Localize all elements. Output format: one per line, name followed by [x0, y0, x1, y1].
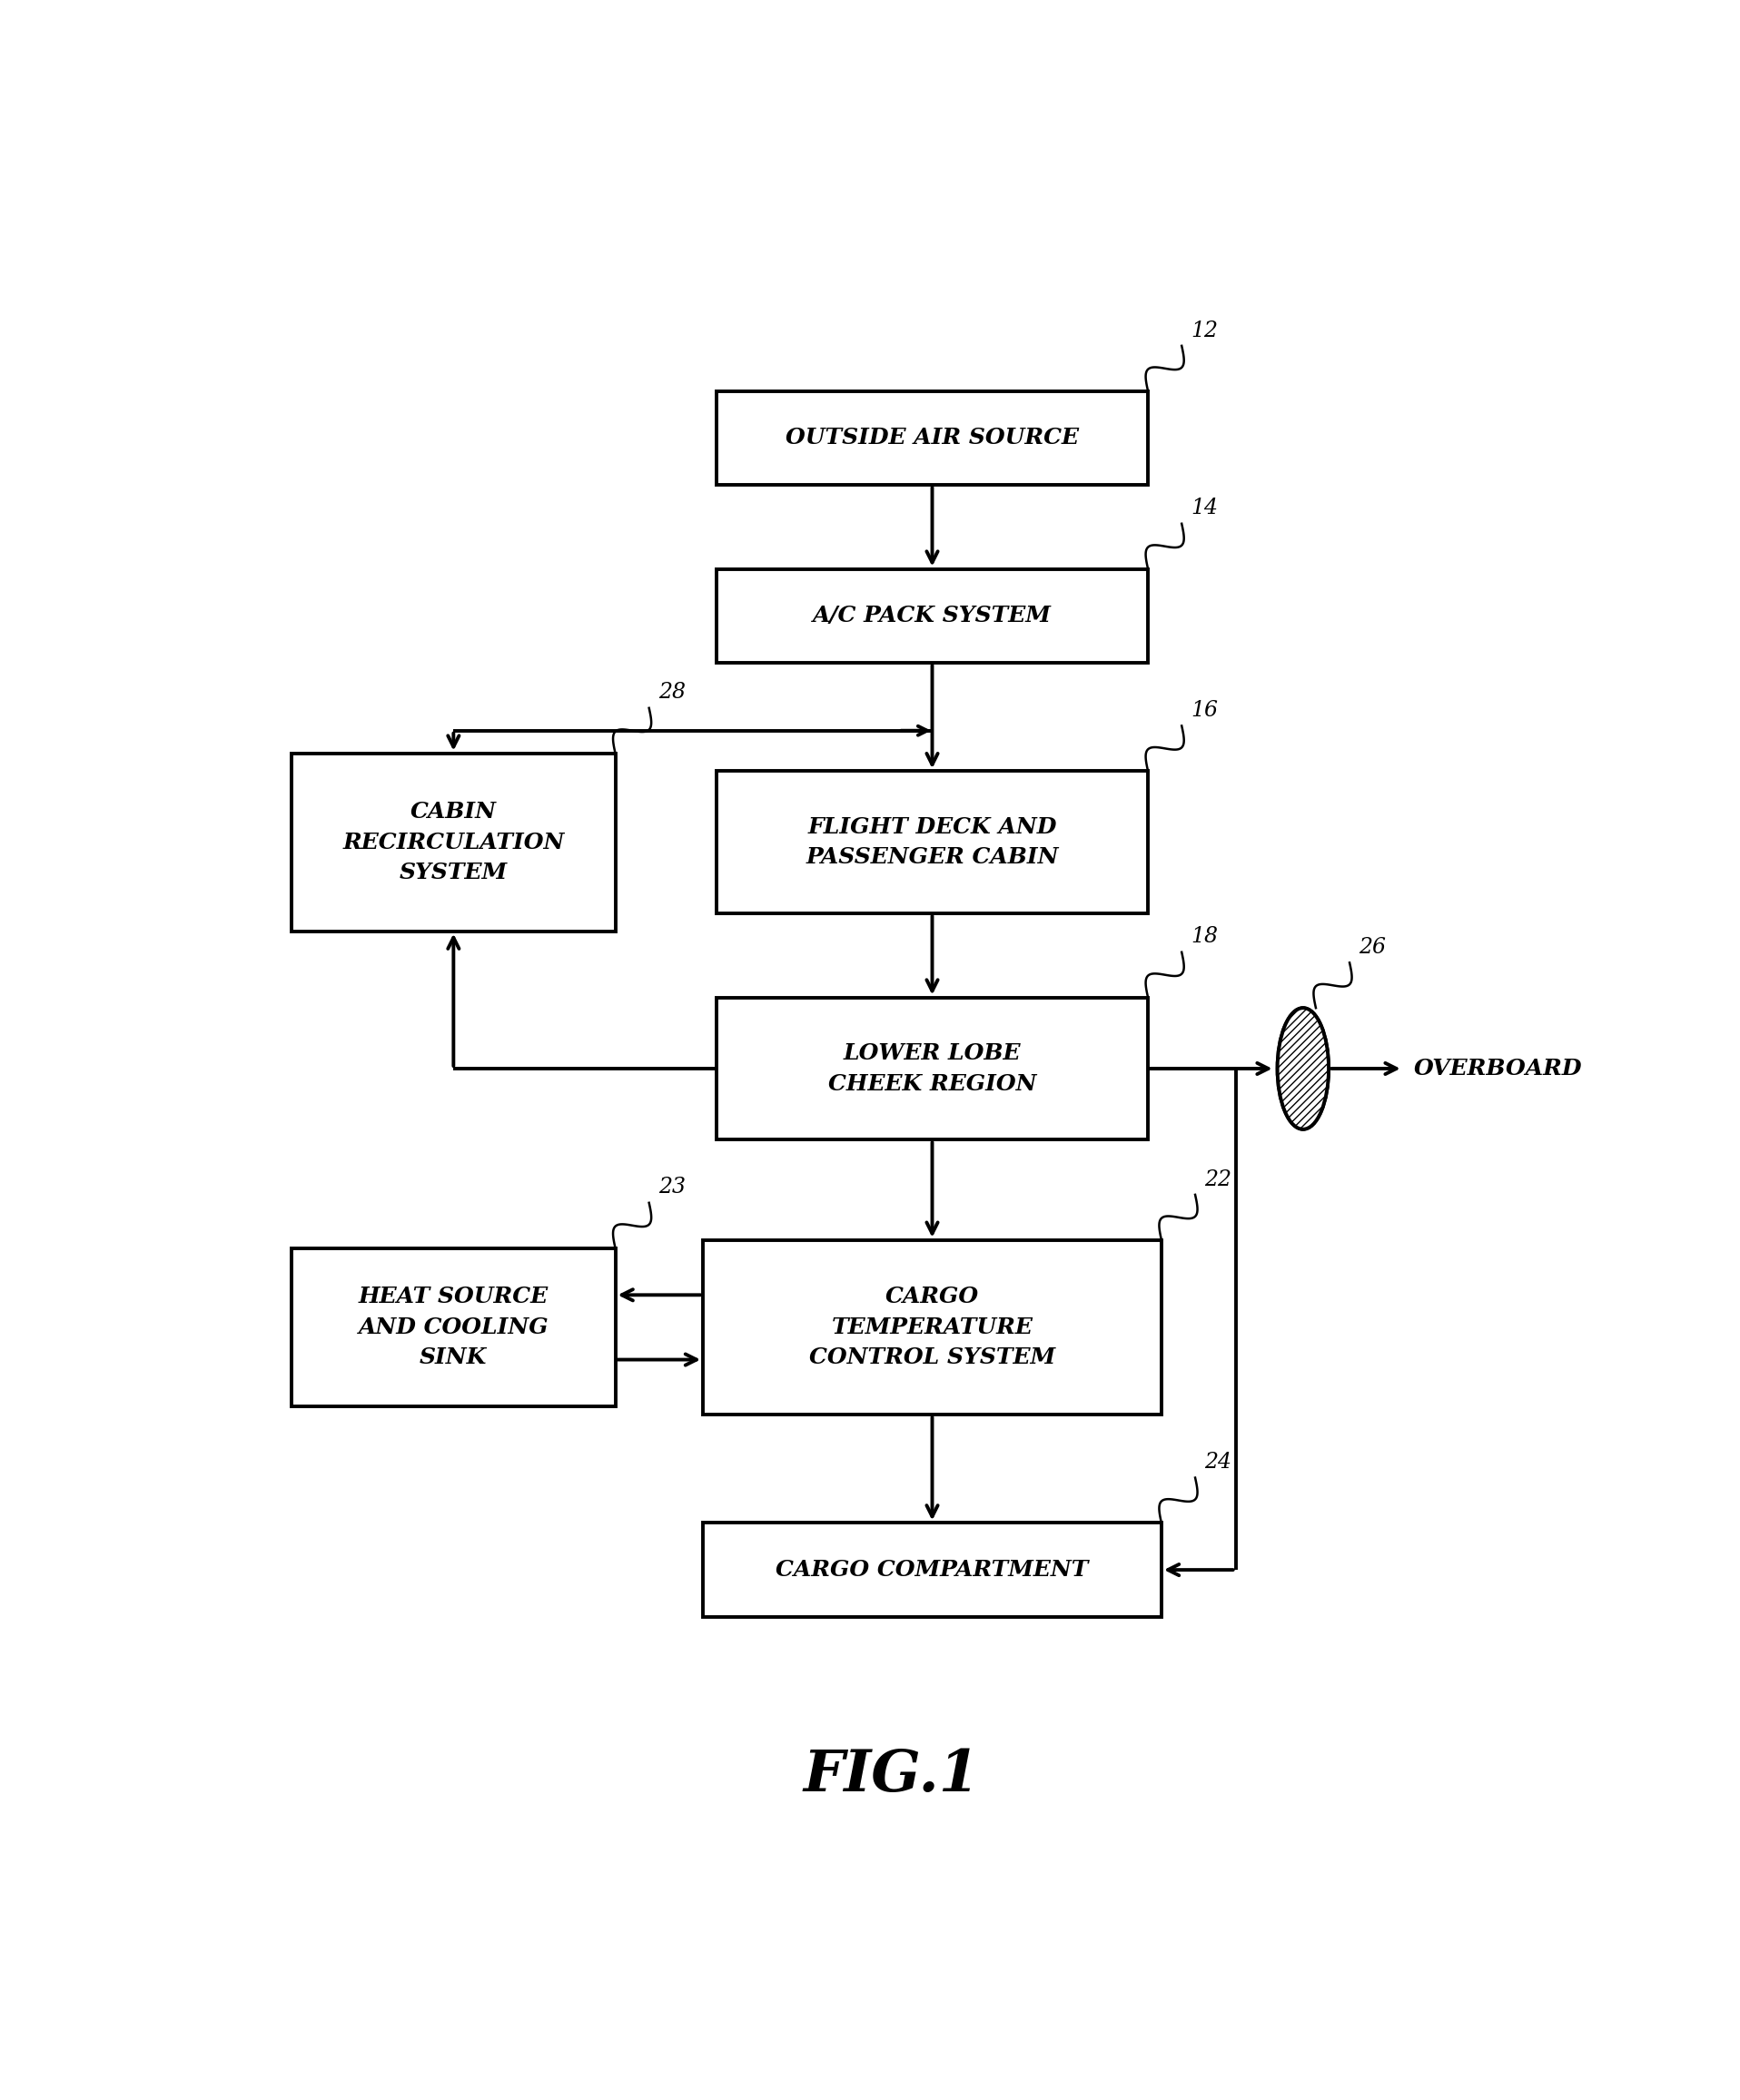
- Text: A/C PACK SYSTEM: A/C PACK SYSTEM: [813, 605, 1051, 626]
- Text: 14: 14: [1192, 498, 1218, 519]
- Text: 24: 24: [1204, 1451, 1232, 1472]
- Text: OVERBOARD: OVERBOARD: [1413, 1058, 1582, 1079]
- Text: OUTSIDE AIR SOURCE: OUTSIDE AIR SOURCE: [785, 426, 1079, 449]
- Bar: [717, 771, 1148, 914]
- Ellipse shape: [1277, 1008, 1329, 1130]
- Text: LOWER LOBE
CHEEK REGION: LOWER LOBE CHEEK REGION: [828, 1042, 1037, 1094]
- Ellipse shape: [1277, 1008, 1329, 1130]
- Text: 12: 12: [1192, 319, 1218, 340]
- Bar: [717, 391, 1148, 485]
- Text: 28: 28: [658, 682, 686, 704]
- Text: 18: 18: [1192, 926, 1218, 947]
- Text: FLIGHT DECK AND
PASSENGER CABIN: FLIGHT DECK AND PASSENGER CABIN: [806, 817, 1058, 867]
- Text: CARGO COMPARTMENT: CARGO COMPARTMENT: [776, 1558, 1089, 1581]
- Text: 23: 23: [658, 1178, 686, 1197]
- Text: 16: 16: [1192, 699, 1218, 720]
- Text: CARGO
TEMPERATURE
CONTROL SYSTEM: CARGO TEMPERATURE CONTROL SYSTEM: [809, 1285, 1056, 1369]
- Text: 26: 26: [1359, 937, 1387, 958]
- Text: FIG.1: FIG.1: [804, 1747, 980, 1804]
- Text: 22: 22: [1204, 1170, 1232, 1191]
- Text: HEAT SOURCE
AND COOLING
SINK: HEAT SOURCE AND COOLING SINK: [358, 1285, 548, 1369]
- Bar: [292, 754, 616, 930]
- Bar: [292, 1247, 616, 1407]
- Bar: [703, 1239, 1161, 1415]
- Bar: [717, 998, 1148, 1140]
- Text: CABIN
RECIRCULATION
SYSTEM: CABIN RECIRCULATION SYSTEM: [343, 800, 564, 884]
- Bar: [717, 569, 1148, 664]
- Bar: [703, 1522, 1161, 1617]
